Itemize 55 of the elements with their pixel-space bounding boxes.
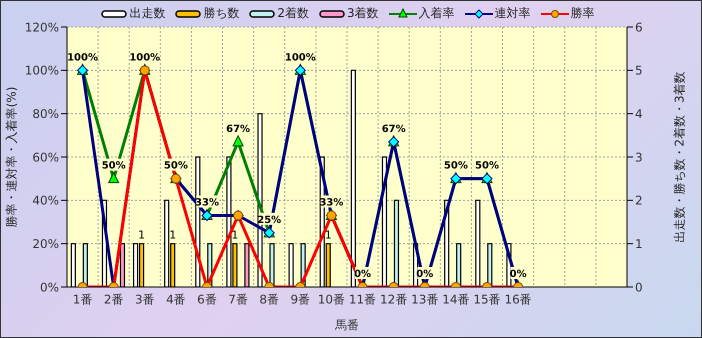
- y-tick-label: 60%: [32, 150, 59, 164]
- data-label: 0%: [510, 269, 527, 280]
- y2-tick-label: 4: [635, 106, 643, 121]
- x-tick-label: 6番: [197, 292, 217, 307]
- data-label: 1: [231, 228, 238, 242]
- y2-tick-label: 2: [635, 194, 643, 208]
- y2-tick-label: 6: [635, 20, 643, 34]
- data-label: 0%: [354, 269, 372, 280]
- x-tick-label: 2番: [104, 292, 124, 307]
- y2-tick-label: 3: [635, 150, 643, 164]
- y-tick-label: 100%: [24, 64, 59, 78]
- x-tick-label: 4番: [166, 292, 186, 307]
- y-tick-label: 80%: [32, 106, 59, 121]
- y2-tick-label: 0: [635, 280, 643, 294]
- x-tick-label: 10番: [318, 292, 346, 307]
- data-label: 1: [138, 228, 146, 242]
- data-label: 33%: [319, 198, 344, 208]
- y-tick-label: 0%: [40, 280, 59, 294]
- x-tick-label: 15番: [473, 292, 501, 307]
- x-tick-label: 13番: [411, 292, 438, 307]
- legend-label: 出走数: [129, 5, 166, 22]
- data-label: 67%: [382, 124, 406, 135]
- x-tick-label: 7番: [228, 292, 248, 307]
- x-tick-label: 16番: [504, 292, 532, 307]
- x-tick-label: 8番: [259, 292, 280, 307]
- data-label: 1: [324, 228, 332, 242]
- x-tick-label: 1番: [72, 292, 92, 307]
- x-tick-label: 12番: [380, 292, 408, 307]
- legend-label: 3着数: [347, 5, 379, 22]
- data-label: 67%: [226, 124, 250, 135]
- y-tick-label: 120%: [24, 20, 59, 34]
- data-label: 100%: [129, 52, 160, 64]
- x-tick-label: 14番: [442, 292, 470, 307]
- y-axis-title: 勝率・連対率・入着率(%): [4, 86, 18, 228]
- legend-label: 入着率: [418, 5, 455, 22]
- legend-label: 連対率: [494, 5, 531, 22]
- legend-label: 2着数: [277, 5, 309, 22]
- y-tick-label: 40%: [32, 194, 59, 208]
- data-label: 50%: [164, 160, 188, 172]
- legend-label: 勝ち数: [203, 5, 240, 22]
- legend-label: 勝率: [570, 5, 595, 22]
- data-label: 100%: [67, 52, 98, 64]
- y2-axis-title: 出走数・勝ち数・2着数・3着数: [672, 71, 686, 243]
- data-label: 100%: [284, 52, 316, 64]
- y-tick-label: 20%: [32, 236, 59, 251]
- y2-tick-label: 1: [635, 236, 643, 251]
- y2-tick-label: 5: [635, 64, 643, 78]
- data-label: 50%: [444, 160, 468, 172]
- x-tick-label: 3番: [134, 292, 155, 307]
- data-label: 50%: [102, 160, 126, 172]
- x-tick-label: 9番: [290, 292, 310, 307]
- data-label: 50%: [475, 160, 499, 172]
- x-tick-label: 11番: [348, 292, 376, 307]
- x-axis-title: 馬番: [334, 318, 359, 332]
- data-label: 1: [169, 228, 176, 242]
